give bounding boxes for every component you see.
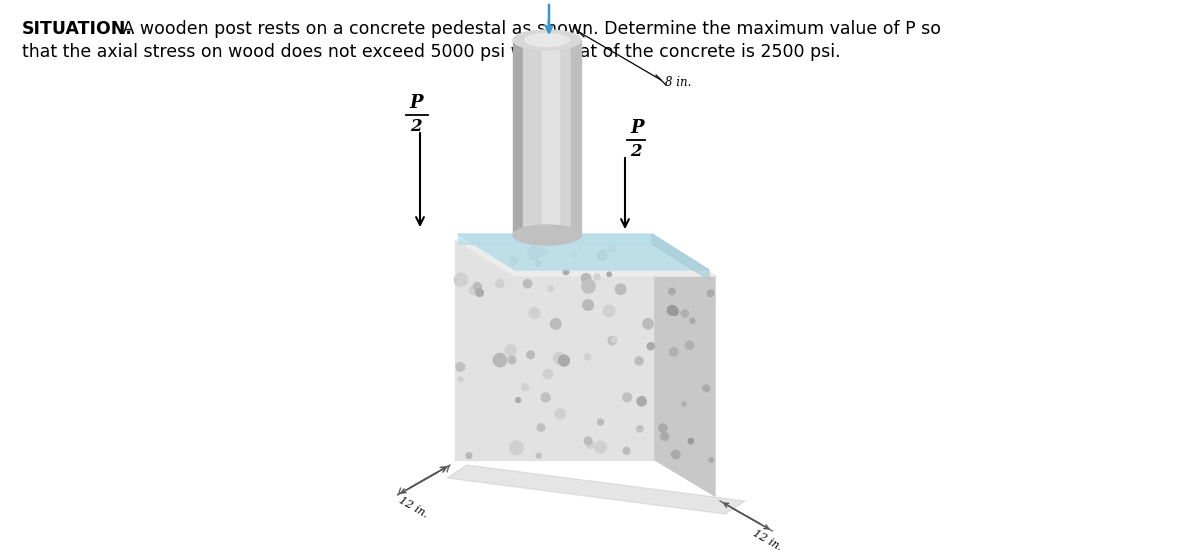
Circle shape xyxy=(623,393,631,402)
Circle shape xyxy=(582,279,595,293)
Circle shape xyxy=(635,357,643,365)
Circle shape xyxy=(682,310,689,317)
Circle shape xyxy=(584,354,590,360)
Circle shape xyxy=(670,348,678,356)
Circle shape xyxy=(584,437,592,445)
Circle shape xyxy=(493,354,506,367)
Circle shape xyxy=(542,250,547,256)
Circle shape xyxy=(571,251,577,258)
Polygon shape xyxy=(458,234,709,270)
Polygon shape xyxy=(655,240,715,496)
Text: 12 in.: 12 in. xyxy=(751,528,784,550)
Circle shape xyxy=(685,341,694,349)
Circle shape xyxy=(608,337,617,345)
Circle shape xyxy=(544,370,552,378)
Polygon shape xyxy=(652,234,709,280)
Circle shape xyxy=(527,351,534,359)
Circle shape xyxy=(659,424,667,432)
Text: P: P xyxy=(409,94,422,112)
Polygon shape xyxy=(514,40,523,235)
Circle shape xyxy=(637,397,647,406)
Circle shape xyxy=(466,453,472,459)
Circle shape xyxy=(595,442,606,453)
Circle shape xyxy=(553,353,565,364)
Polygon shape xyxy=(542,40,559,235)
Circle shape xyxy=(536,453,541,458)
Text: 12 in.: 12 in. xyxy=(397,495,430,520)
Text: A wooden post rests on a concrete pedestal as shown. Determine the maximum value: A wooden post rests on a concrete pedest… xyxy=(118,20,941,38)
Circle shape xyxy=(509,356,516,364)
Polygon shape xyxy=(458,234,652,244)
Text: 8 in.: 8 in. xyxy=(665,75,691,89)
Circle shape xyxy=(473,283,481,290)
Polygon shape xyxy=(446,465,745,514)
Circle shape xyxy=(587,441,594,448)
Circle shape xyxy=(637,426,643,432)
Polygon shape xyxy=(523,40,571,235)
Circle shape xyxy=(647,343,654,350)
Circle shape xyxy=(690,318,695,323)
Circle shape xyxy=(594,274,600,279)
Circle shape xyxy=(455,273,468,287)
Circle shape xyxy=(522,384,528,390)
Circle shape xyxy=(456,362,464,371)
Circle shape xyxy=(607,272,611,277)
Circle shape xyxy=(671,308,678,315)
Circle shape xyxy=(616,284,625,294)
Ellipse shape xyxy=(524,34,569,47)
Circle shape xyxy=(476,289,484,296)
Circle shape xyxy=(623,448,630,454)
Polygon shape xyxy=(455,240,715,276)
Circle shape xyxy=(703,385,709,392)
Circle shape xyxy=(516,398,521,403)
Circle shape xyxy=(505,345,516,355)
Circle shape xyxy=(672,450,680,459)
Text: SITUATION.: SITUATION. xyxy=(22,20,133,38)
Circle shape xyxy=(668,288,676,295)
Circle shape xyxy=(709,458,713,462)
Circle shape xyxy=(558,355,569,366)
Circle shape xyxy=(535,261,541,267)
Circle shape xyxy=(583,300,593,310)
Ellipse shape xyxy=(514,30,581,50)
Circle shape xyxy=(547,286,553,291)
Circle shape xyxy=(458,377,463,382)
Circle shape xyxy=(551,318,562,329)
Circle shape xyxy=(689,438,694,444)
Circle shape xyxy=(611,337,617,342)
Circle shape xyxy=(528,246,541,260)
Circle shape xyxy=(643,318,653,329)
Text: 2: 2 xyxy=(630,143,642,160)
Text: 2: 2 xyxy=(410,118,422,135)
Circle shape xyxy=(529,307,540,318)
Circle shape xyxy=(469,287,478,295)
Polygon shape xyxy=(571,40,581,235)
Circle shape xyxy=(554,409,565,419)
Circle shape xyxy=(563,269,569,274)
Circle shape xyxy=(598,419,604,425)
Circle shape xyxy=(667,305,677,315)
Circle shape xyxy=(707,290,714,296)
Circle shape xyxy=(538,424,545,431)
Polygon shape xyxy=(455,240,655,460)
Circle shape xyxy=(581,273,590,283)
Circle shape xyxy=(661,432,668,441)
Text: P: P xyxy=(630,119,643,137)
Circle shape xyxy=(523,279,532,288)
Circle shape xyxy=(608,246,616,252)
Ellipse shape xyxy=(514,225,581,245)
Text: that the axial stress on wood does not exceed 5000 psi while that of the concret: that the axial stress on wood does not e… xyxy=(22,43,841,61)
Circle shape xyxy=(509,257,517,265)
Circle shape xyxy=(604,305,614,317)
Circle shape xyxy=(682,402,686,406)
Circle shape xyxy=(496,279,504,288)
Circle shape xyxy=(510,441,523,455)
Circle shape xyxy=(596,250,607,260)
Circle shape xyxy=(541,393,550,402)
